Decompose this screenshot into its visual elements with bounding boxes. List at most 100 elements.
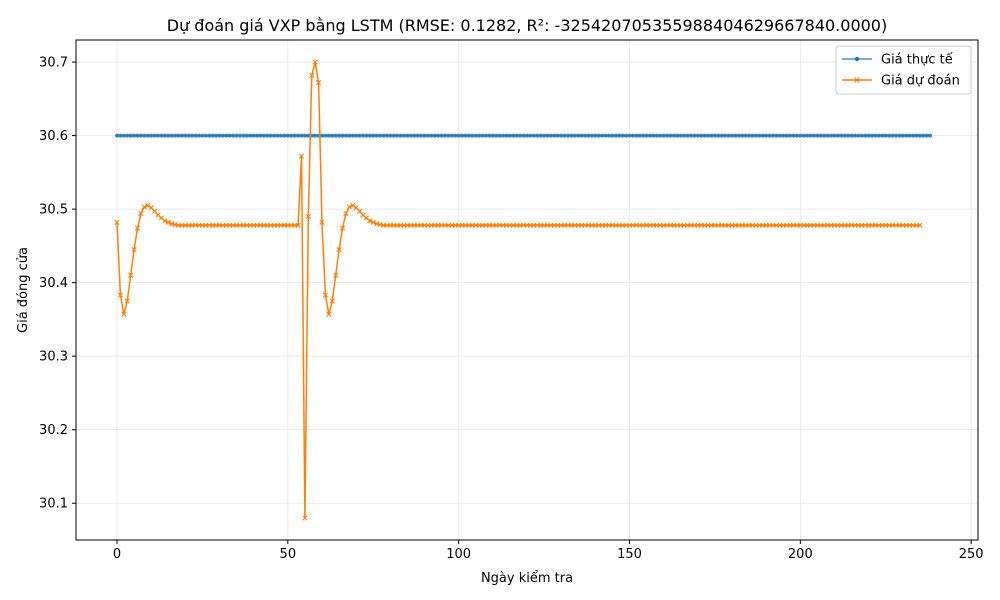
data-point (818, 133, 823, 138)
data-point (439, 133, 444, 138)
data-point (873, 133, 878, 138)
data-point (132, 133, 137, 138)
y-tick-label: 30.1 (39, 497, 68, 512)
data-point (846, 133, 851, 138)
data-point (743, 133, 748, 138)
x-tick-label: 150 (617, 547, 642, 562)
data-point (162, 133, 167, 138)
data-point (319, 219, 325, 225)
data-point (415, 133, 420, 138)
data-point (501, 133, 506, 138)
data-point (552, 133, 557, 138)
data-point (313, 133, 318, 138)
tick-layer: 0 50 100 150 200 250 30.1 30.2 30.3 30.4 30.5 30.6 3… (39, 56, 984, 562)
data-point (589, 133, 594, 138)
data-point (179, 133, 184, 138)
data-point (340, 133, 345, 138)
data-point (750, 133, 755, 138)
x-tick-label: 200 (788, 547, 813, 562)
data-point (842, 133, 847, 138)
data-point (788, 133, 793, 138)
data-point (764, 133, 769, 138)
data-point (685, 133, 690, 138)
data-point (330, 133, 335, 138)
data-point (624, 133, 629, 138)
data-point (661, 133, 666, 138)
data-point (801, 133, 806, 138)
data-point (128, 272, 134, 278)
data-point (917, 133, 922, 138)
data-point (350, 133, 355, 138)
data-point (272, 133, 277, 138)
data-point (777, 133, 782, 138)
data-point (518, 133, 523, 138)
data-point (456, 133, 461, 138)
data-point (887, 133, 892, 138)
data-point (579, 133, 584, 138)
data-point (343, 133, 348, 138)
data-point (315, 80, 322, 86)
data-point (241, 133, 246, 138)
data-point (825, 133, 830, 138)
data-point (305, 213, 311, 220)
data-point (572, 133, 577, 138)
data-point (306, 133, 311, 138)
data-point (115, 133, 119, 138)
data-point (186, 133, 191, 138)
data-point (214, 133, 219, 138)
y-axis-title: Giá đóng cửa (16, 247, 31, 333)
data-point (760, 133, 765, 138)
data-point (302, 133, 307, 138)
series-1 (114, 59, 923, 521)
data-point (692, 133, 697, 138)
data-point (251, 133, 256, 138)
data-point (863, 133, 868, 138)
data-point (395, 133, 400, 138)
data-point (322, 292, 329, 298)
data-point (921, 133, 926, 138)
data-point (149, 133, 154, 138)
data-point (490, 133, 495, 138)
data-point (928, 133, 933, 138)
data-point (548, 133, 553, 138)
grid-layer (76, 40, 978, 540)
data-point (794, 133, 799, 138)
data-point (576, 133, 581, 138)
data-point (630, 133, 635, 138)
data-point (141, 204, 147, 210)
data-point (528, 133, 533, 138)
data-point (525, 133, 529, 138)
data-point (607, 133, 611, 138)
data-point (586, 133, 591, 138)
legend-marker-actual (854, 56, 860, 62)
data-point (337, 133, 342, 138)
data-point (285, 133, 290, 138)
data-point (815, 133, 820, 138)
data-point (890, 133, 895, 138)
chart-title: Dự đoán giá VXP bằng LSTM (RMSE: 0.1282,… (167, 16, 887, 35)
data-point (134, 225, 141, 231)
legend-label-predicted: Giá dự đoán (881, 74, 960, 89)
data-point (128, 133, 133, 138)
data-point (617, 133, 622, 138)
data-point (866, 133, 871, 138)
data-point (152, 133, 157, 138)
data-point (798, 133, 803, 138)
data-point (176, 133, 181, 138)
data-point (562, 133, 567, 138)
data-point (832, 133, 837, 138)
data-point (791, 133, 796, 138)
data-point (118, 133, 123, 138)
x-tick-label: 100 (446, 547, 471, 562)
data-point (897, 133, 902, 138)
data-point (470, 133, 475, 138)
data-point (391, 133, 396, 138)
data-point (781, 133, 786, 138)
data-point (487, 133, 492, 138)
data-point (716, 133, 721, 138)
data-point (542, 133, 547, 138)
data-point (323, 133, 328, 138)
data-point (494, 133, 499, 138)
y-tick-label: 30.5 (39, 203, 68, 218)
